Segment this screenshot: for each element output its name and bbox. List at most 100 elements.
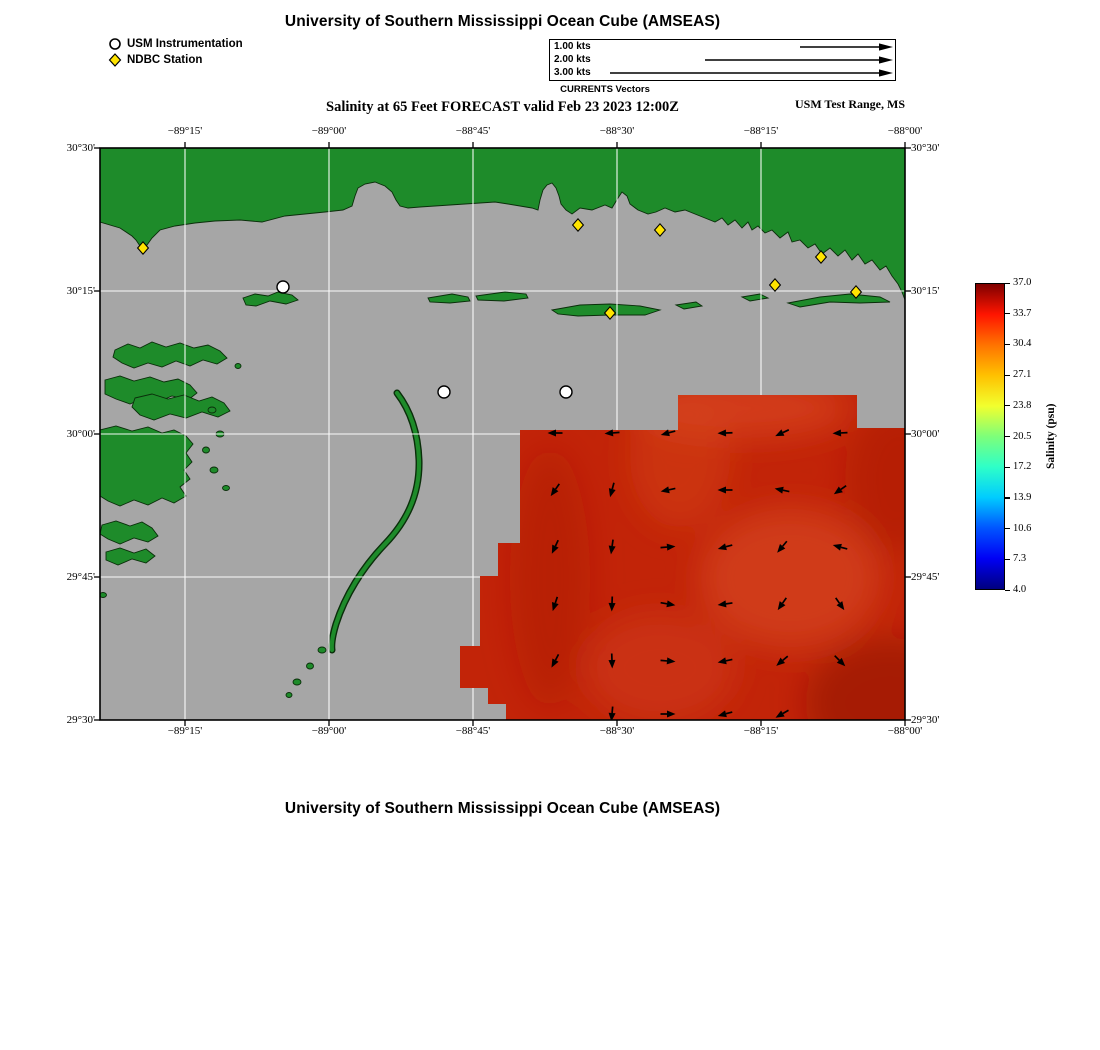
- usm-instrumentation-icon: [109, 37, 121, 50]
- usm-station-marker: [559, 385, 573, 399]
- island-ship-west: [427, 293, 471, 304]
- colorbar-tick-label: 7.3: [1013, 553, 1027, 565]
- current-arrow-head: [774, 486, 784, 494]
- station-marker-legend: USM Instrumentation NDBC Station: [108, 36, 243, 67]
- colorbar-tick-label: 37.0: [1013, 277, 1032, 288]
- y-tick-label-left: 29°45': [66, 571, 95, 583]
- current-arrow-head: [717, 429, 727, 437]
- current-arrow-head: [547, 429, 556, 437]
- current-arrow: [611, 482, 615, 490]
- station-markers-layer: [136, 217, 863, 399]
- y-tick-label-right: 29°45': [911, 571, 940, 583]
- current-arrow-head: [717, 543, 727, 551]
- land-layer: [100, 148, 905, 698]
- island-horn: [550, 303, 662, 317]
- current-arrow-head: [667, 710, 676, 718]
- x-tick-label-top: −89°15': [167, 125, 203, 137]
- region-label: USM Test Range, MS: [794, 97, 905, 111]
- y-tick-label-left: 30°00': [66, 428, 95, 440]
- x-tick-label-bottom: −88°00': [887, 725, 923, 737]
- x-tick-label-bottom: −88°45': [455, 725, 491, 737]
- current-arrow: [660, 546, 668, 549]
- current-arrow-head: [550, 487, 559, 497]
- island-ship-east: [475, 291, 529, 302]
- current-arrow-head: [833, 486, 843, 495]
- current-arrow: [840, 485, 847, 491]
- ndbc-station-marker: [849, 284, 863, 300]
- island-chain-dot: [285, 692, 293, 698]
- colorbar-tick: [1005, 466, 1010, 468]
- current-arrow-head: [717, 657, 727, 665]
- x-tick-label-top: −89°00': [311, 125, 347, 137]
- x-tick-label-top: −88°30': [599, 125, 635, 137]
- figure-title-top: University of Southern Mississippi Ocean…: [284, 13, 721, 30]
- current-arrow: [612, 431, 620, 434]
- current-arrow-head: [777, 543, 786, 553]
- ndbc-station-marker: [571, 217, 585, 233]
- x-tick-label-bottom: −88°30': [599, 725, 635, 737]
- current-arrow: [840, 546, 848, 550]
- current-arrow-head: [604, 429, 614, 437]
- y-tick-label-right: 29°30': [911, 714, 940, 726]
- current-arrow-head: [608, 659, 616, 669]
- marsh-dot: [234, 363, 242, 369]
- marsh-dot: [222, 485, 230, 491]
- marsh-blob-c2: [105, 547, 156, 566]
- land-mainland-coast: [100, 148, 905, 301]
- current-arrow: [611, 706, 614, 714]
- current-arrow-head: [551, 658, 559, 668]
- axis-ticks: [94, 142, 911, 726]
- island-cat: [242, 291, 299, 307]
- colorbar-tick-label: 13.9: [1013, 491, 1032, 503]
- x-tick-label-bottom: −89°00': [311, 725, 347, 737]
- current-arrow: [554, 653, 560, 661]
- colorbar: [975, 283, 1005, 590]
- current-arrow: [660, 601, 668, 605]
- y-tick-label-right: 30°15': [911, 285, 940, 297]
- current-arrow-head: [832, 429, 842, 437]
- current-arrow-head: [660, 429, 670, 437]
- currents-vector-legend: 1.00 kts 2.00 kts 3.00 kts: [549, 39, 896, 81]
- island-chandeleur: [329, 390, 422, 653]
- ndbc-station-marker: [814, 249, 828, 265]
- colorbar-tick-label: 20.5: [1013, 430, 1032, 442]
- colorbar-tick-label: 27.1: [1013, 369, 1032, 381]
- marsh-dot: [100, 592, 107, 598]
- current-arrow-head: [836, 601, 845, 611]
- x-tick-label-bottom: −88°15': [743, 725, 779, 737]
- currents-speed-label-2kt: 2.00 kts: [554, 54, 591, 65]
- currents-legend-caption: CURRENTS Vectors: [560, 84, 650, 95]
- colorbar-tick-label: 17.2: [1013, 461, 1032, 473]
- legend-label-ndbc: NDBC Station: [127, 53, 203, 66]
- current-arrow-head: [717, 600, 727, 608]
- colorbar-tick: [1005, 497, 1010, 499]
- current-arrow: [725, 602, 733, 605]
- current-arrows-layer: [547, 429, 848, 720]
- current-arrow: [782, 429, 790, 434]
- current-arrow-head: [776, 657, 786, 666]
- current-arrow-head: [775, 429, 785, 437]
- marsh-blob-a2: [104, 375, 198, 405]
- island-chain-dot: [292, 678, 302, 686]
- current-arrow: [835, 597, 841, 604]
- y-tick-label-right: 30°00': [911, 428, 940, 440]
- colorbar-tick-label: 4.0: [1013, 584, 1027, 595]
- colorbar-tick: [1005, 589, 1010, 591]
- y-tick-label-left: 29°30': [66, 714, 95, 726]
- x-tick-label-top: −88°00': [887, 125, 923, 137]
- colorbar-tick: [1005, 528, 1010, 530]
- colorbar-tick: [1005, 374, 1010, 376]
- marsh-dot: [202, 446, 210, 454]
- current-arrow-head: [666, 543, 676, 551]
- colorbar-tick: [1005, 343, 1010, 346]
- current-arrow: [782, 655, 789, 662]
- current-arrow: [611, 539, 614, 547]
- figure-title-bottom: University of Southern Mississippi Ocean…: [284, 800, 721, 817]
- island-petit-bois: [786, 293, 891, 308]
- current-arrow-head: [832, 543, 842, 551]
- current-arrow-head: [666, 657, 676, 665]
- x-tick-label-top: −88°15': [743, 125, 779, 137]
- current-arrow-head: [775, 710, 785, 718]
- map-frame: [99, 147, 906, 721]
